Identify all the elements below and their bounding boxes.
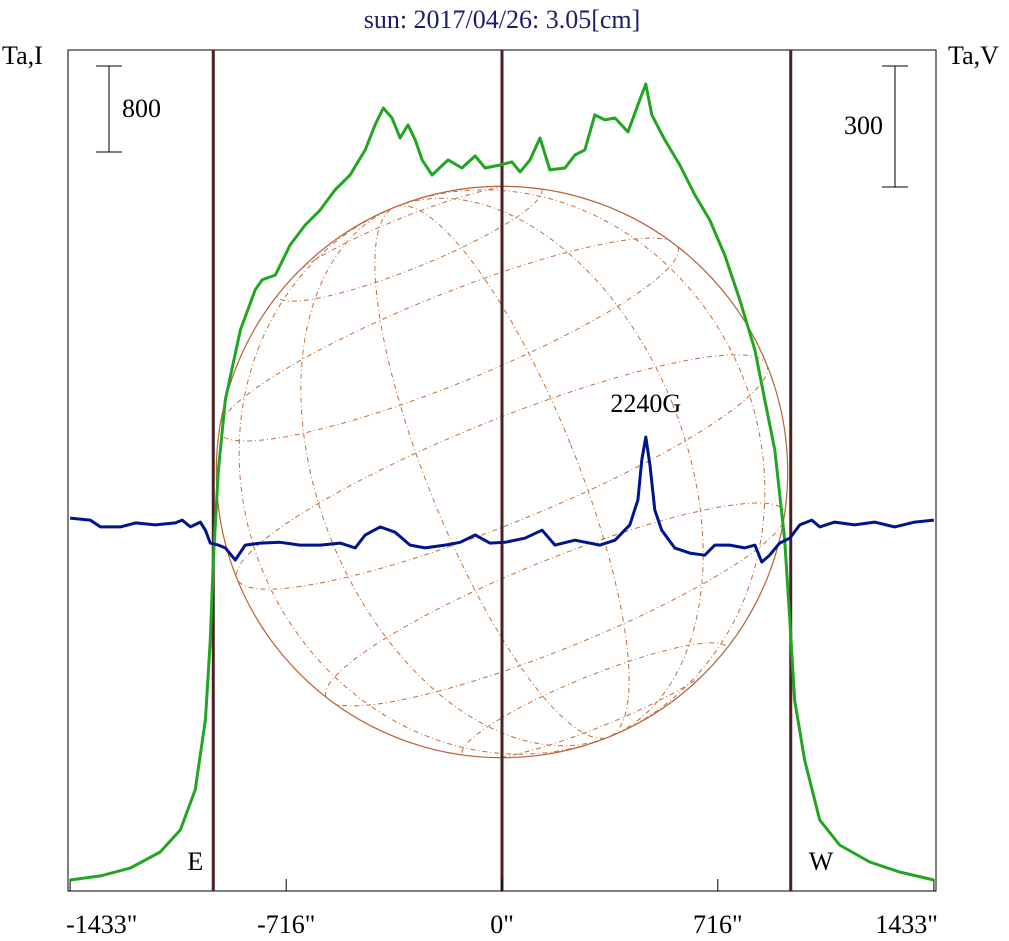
meridian [238, 189, 766, 755]
parallel [217, 237, 680, 442]
scale-bar [882, 65, 908, 188]
x-tick-label: 716" [693, 910, 743, 939]
x-tick-label: 0" [490, 910, 514, 939]
scale-bar-label: 800 [122, 94, 161, 123]
x-tick-label: -1433" [66, 910, 137, 939]
parallel [461, 642, 728, 758]
parallel [276, 186, 543, 302]
marker-label: W [809, 847, 834, 876]
series-line [69, 82, 935, 882]
scale-bar-label: 300 [844, 111, 883, 140]
scale-bar [96, 65, 122, 153]
y-axis-label: Ta,I [2, 41, 43, 70]
parallel [324, 502, 787, 707]
series-line [69, 435, 935, 564]
marker-label: E [187, 847, 203, 876]
chart-title: sun: 2017/04/26: 3.05[cm] [364, 5, 641, 34]
y2-axis-label: Ta,V [948, 41, 999, 70]
x-tick-label: -716" [257, 910, 315, 939]
meridian [374, 205, 630, 739]
x-tick-label: 1433" [875, 910, 938, 939]
annotation: 2240G [610, 389, 681, 418]
